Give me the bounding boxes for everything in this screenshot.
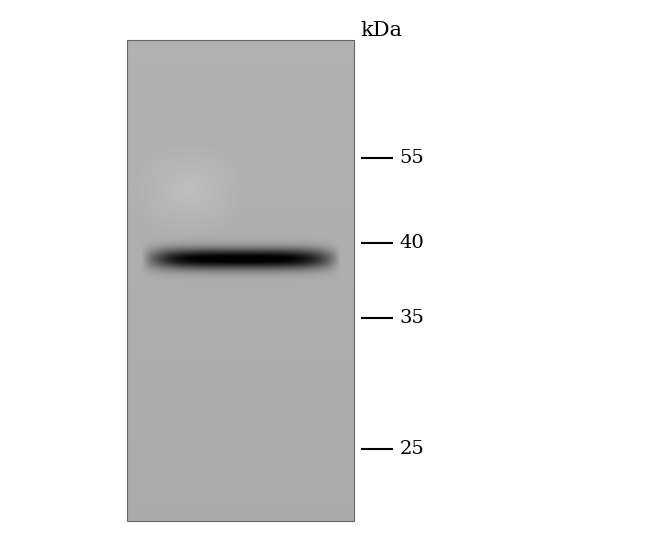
Bar bbox=[127, 40, 354, 521]
Text: 40: 40 bbox=[400, 234, 424, 252]
Text: 35: 35 bbox=[400, 309, 424, 327]
Text: kDa: kDa bbox=[361, 21, 403, 41]
Text: 55: 55 bbox=[400, 148, 424, 167]
Text: 25: 25 bbox=[400, 439, 424, 458]
